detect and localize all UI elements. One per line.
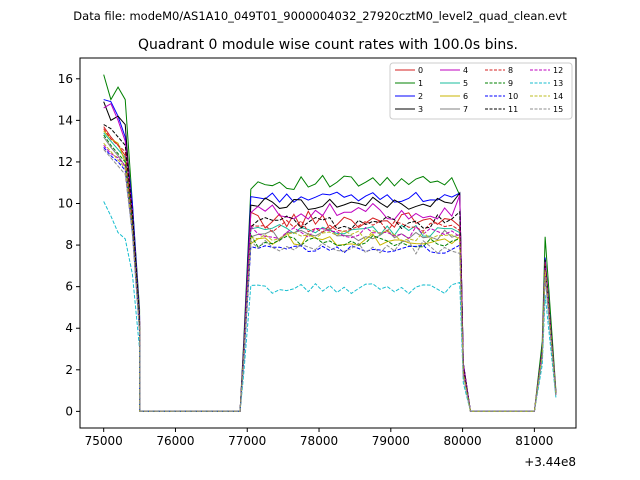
legend-label-15: 15 (553, 105, 563, 114)
legend-label-8: 8 (508, 66, 513, 75)
y-tick-label: 0 (65, 404, 73, 418)
x-tick-label: 77000 (228, 434, 266, 448)
y-tick-label: 12 (58, 155, 73, 169)
x-tick-label: 78000 (300, 434, 338, 448)
x-axis: 75000 76000 77000 78000 79000 80000 81000 (85, 428, 553, 448)
y-tick-label: 6 (65, 280, 73, 294)
legend-label-6: 6 (463, 92, 468, 101)
legend-label-5: 5 (463, 79, 468, 88)
x-offset-label: +3.44e8 (524, 455, 576, 469)
x-tick-label: 80000 (443, 434, 481, 448)
legend-label-11: 11 (508, 105, 518, 114)
legend-label-10: 10 (508, 92, 518, 101)
x-tick-label: 79000 (372, 434, 410, 448)
series-group (103, 74, 557, 412)
y-tick-label: 16 (58, 72, 73, 86)
chart-title: Quadrant 0 module wise count rates with … (138, 37, 518, 53)
y-tick-label: 8 (65, 238, 73, 252)
legend-box (389, 62, 573, 120)
legend-label-0: 0 (418, 66, 423, 75)
legend-label-3: 3 (418, 105, 423, 114)
series-line-15 (103, 149, 557, 412)
axes-frame (79, 57, 577, 429)
y-tick-label: 10 (58, 197, 73, 211)
y-tick-label: 2 (65, 363, 73, 377)
legend-label-2: 2 (418, 92, 423, 101)
series-line-9 (103, 134, 557, 412)
legend-label-7: 7 (463, 105, 468, 114)
x-tick-label: 76000 (156, 434, 194, 448)
legend-label-12: 12 (553, 66, 563, 75)
legend-label-13: 13 (553, 79, 563, 88)
legend-label-14: 14 (553, 92, 563, 101)
legend-label-1: 1 (418, 79, 423, 88)
suptitle: Data file: modeM0/AS1A10_049T01_90000040… (73, 9, 567, 23)
y-axis: 0 2 4 6 8 10 12 14 16 (58, 72, 80, 418)
legend-label-9: 9 (508, 79, 513, 88)
y-tick-label: 14 (58, 113, 73, 127)
y-tick-label: 4 (65, 321, 73, 335)
x-tick-label: 81000 (515, 434, 553, 448)
legend-label-4: 4 (463, 66, 468, 75)
plot-area (79, 57, 577, 429)
x-tick-label: 75000 (85, 434, 123, 448)
